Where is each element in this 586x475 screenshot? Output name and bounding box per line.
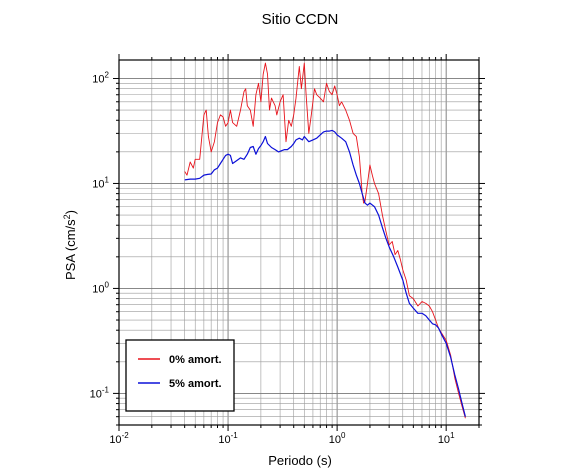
x-tick-label: 10-1 bbox=[218, 431, 238, 446]
y-axis-label-main: PSA (cm/s bbox=[63, 219, 78, 280]
y-tick-label-base: 10 bbox=[92, 178, 104, 190]
y-axis-label: PSA (cm/s2) bbox=[62, 210, 78, 280]
series-line-0 bbox=[184, 62, 466, 419]
x-tick-label: 100 bbox=[329, 431, 346, 446]
y-tick-label: 102 bbox=[92, 70, 109, 85]
y-tick-label-exponent: 2 bbox=[105, 70, 110, 79]
x-axis-label: Periodo (s) bbox=[268, 453, 332, 468]
x-tick-label-exponent: -2 bbox=[122, 431, 130, 440]
plot-frame bbox=[118, 59, 480, 426]
y-axis-label-tail: ) bbox=[63, 210, 78, 214]
legend: 0% amort. 5% amort. bbox=[125, 339, 235, 412]
y-tick-label: 100 bbox=[92, 280, 109, 295]
y-tick-label-exponent: 0 bbox=[105, 280, 110, 289]
x-tick-labels: 10-2 10-1 100 101 bbox=[109, 431, 455, 446]
series-lines bbox=[184, 62, 466, 419]
x-tick-label-base: 10 bbox=[329, 434, 341, 446]
y-tick-label-base: 10 bbox=[90, 388, 102, 400]
legend-box bbox=[125, 339, 235, 412]
x-tick-label-base: 10 bbox=[218, 434, 230, 446]
y-axis-label-superscript: 2 bbox=[62, 214, 72, 219]
x-tick-label: 10-2 bbox=[109, 431, 129, 446]
x-tick-label-base: 10 bbox=[438, 434, 450, 446]
legend-label-0: 0% amort. bbox=[169, 354, 222, 366]
x-tick-label: 101 bbox=[438, 431, 455, 446]
series-line-1 bbox=[184, 129, 466, 417]
x-tick-label-base: 10 bbox=[109, 434, 121, 446]
y-tick-label-base: 10 bbox=[92, 73, 104, 85]
x-tick-label-exponent: 0 bbox=[341, 431, 346, 440]
y-tick-label: 101 bbox=[92, 175, 109, 190]
y-tick-label-exponent: 1 bbox=[105, 175, 110, 184]
tick-marks bbox=[113, 54, 485, 431]
x-tick-label-exponent: 1 bbox=[450, 431, 455, 440]
y-tick-label-exponent: -1 bbox=[102, 385, 110, 394]
chart-title: Sitio CCDN bbox=[262, 11, 339, 28]
grid-lines bbox=[118, 60, 480, 426]
y-tick-label-base: 10 bbox=[92, 283, 104, 295]
y-tick-label: 10-1 bbox=[90, 385, 110, 400]
legend-label-1: 5% amort. bbox=[169, 378, 222, 390]
x-tick-label-exponent: -1 bbox=[231, 431, 239, 440]
